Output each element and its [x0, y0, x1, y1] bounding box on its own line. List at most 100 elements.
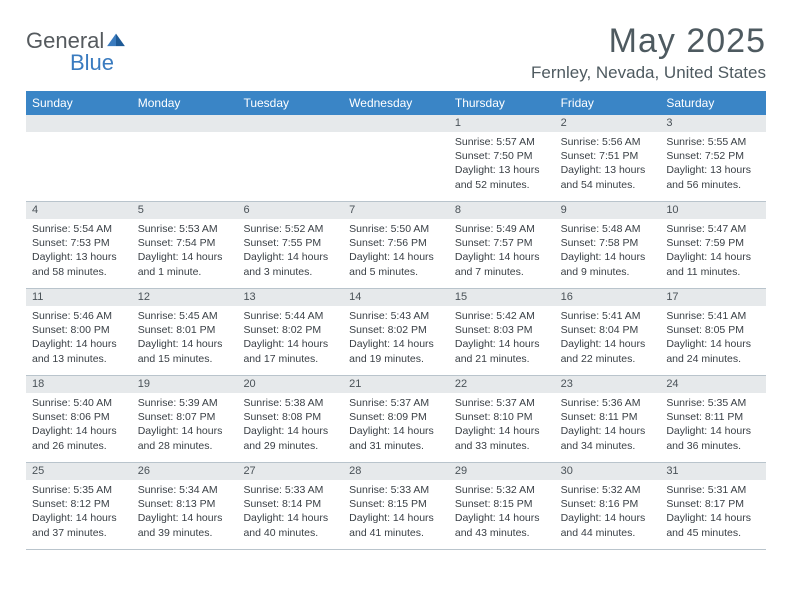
day-cell: 11Sunrise: 5:46 AMSunset: 8:00 PMDayligh… — [26, 289, 132, 375]
daylight-line: Daylight: 14 hours and 40 minutes. — [243, 511, 337, 539]
day-number: 13 — [237, 289, 343, 306]
brand-part2: Blue — [70, 50, 114, 76]
sunrise-line: Sunrise: 5:33 AM — [349, 483, 443, 497]
daylight-line: Daylight: 14 hours and 44 minutes. — [561, 511, 655, 539]
sunset-line: Sunset: 8:05 PM — [666, 323, 760, 337]
week-row: 25Sunrise: 5:35 AMSunset: 8:12 PMDayligh… — [26, 463, 766, 550]
sunset-line: Sunset: 8:11 PM — [666, 410, 760, 424]
sunrise-line: Sunrise: 5:31 AM — [666, 483, 760, 497]
day-number: 22 — [449, 376, 555, 393]
day-cell: 29Sunrise: 5:32 AMSunset: 8:15 PMDayligh… — [449, 463, 555, 549]
day-body: Sunrise: 5:53 AMSunset: 7:54 PMDaylight:… — [132, 219, 238, 283]
day-number: 29 — [449, 463, 555, 480]
daylight-line: Daylight: 14 hours and 21 minutes. — [455, 337, 549, 365]
sunrise-line: Sunrise: 5:49 AM — [455, 222, 549, 236]
day-body: Sunrise: 5:34 AMSunset: 8:13 PMDaylight:… — [132, 480, 238, 544]
day-body: Sunrise: 5:43 AMSunset: 8:02 PMDaylight:… — [343, 306, 449, 370]
day-body: Sunrise: 5:35 AMSunset: 8:11 PMDaylight:… — [660, 393, 766, 457]
sunset-line: Sunset: 7:59 PM — [666, 236, 760, 250]
day-cell — [237, 115, 343, 201]
day-number: 21 — [343, 376, 449, 393]
sunset-line: Sunset: 8:15 PM — [349, 497, 443, 511]
sunset-line: Sunset: 8:12 PM — [32, 497, 126, 511]
day-number: 11 — [26, 289, 132, 306]
sunset-line: Sunset: 8:17 PM — [666, 497, 760, 511]
day-cell: 22Sunrise: 5:37 AMSunset: 8:10 PMDayligh… — [449, 376, 555, 462]
sunrise-line: Sunrise: 5:35 AM — [32, 483, 126, 497]
sunrise-line: Sunrise: 5:43 AM — [349, 309, 443, 323]
day-number: 23 — [555, 376, 661, 393]
day-cell: 24Sunrise: 5:35 AMSunset: 8:11 PMDayligh… — [660, 376, 766, 462]
sunrise-line: Sunrise: 5:38 AM — [243, 396, 337, 410]
daylight-line: Daylight: 14 hours and 1 minute. — [138, 250, 232, 278]
day-body: Sunrise: 5:37 AMSunset: 8:09 PMDaylight:… — [343, 393, 449, 457]
day-cell: 18Sunrise: 5:40 AMSunset: 8:06 PMDayligh… — [26, 376, 132, 462]
day-cell: 30Sunrise: 5:32 AMSunset: 8:16 PMDayligh… — [555, 463, 661, 549]
daylight-line: Daylight: 13 hours and 54 minutes. — [561, 163, 655, 191]
daylight-line: Daylight: 14 hours and 33 minutes. — [455, 424, 549, 452]
sunset-line: Sunset: 7:50 PM — [455, 149, 549, 163]
day-body: Sunrise: 5:33 AMSunset: 8:14 PMDaylight:… — [237, 480, 343, 544]
empty-day-bar — [26, 115, 132, 132]
daylight-line: Daylight: 14 hours and 31 minutes. — [349, 424, 443, 452]
day-body: Sunrise: 5:47 AMSunset: 7:59 PMDaylight:… — [660, 219, 766, 283]
day-cell: 4Sunrise: 5:54 AMSunset: 7:53 PMDaylight… — [26, 202, 132, 288]
day-number: 18 — [26, 376, 132, 393]
daylight-line: Daylight: 14 hours and 3 minutes. — [243, 250, 337, 278]
day-number: 15 — [449, 289, 555, 306]
sunrise-line: Sunrise: 5:56 AM — [561, 135, 655, 149]
sunset-line: Sunset: 8:08 PM — [243, 410, 337, 424]
day-number: 8 — [449, 202, 555, 219]
daylight-line: Daylight: 14 hours and 45 minutes. — [666, 511, 760, 539]
sunset-line: Sunset: 8:04 PM — [561, 323, 655, 337]
sunrise-line: Sunrise: 5:50 AM — [349, 222, 443, 236]
day-cell: 19Sunrise: 5:39 AMSunset: 8:07 PMDayligh… — [132, 376, 238, 462]
sunset-line: Sunset: 8:00 PM — [32, 323, 126, 337]
daylight-line: Daylight: 14 hours and 9 minutes. — [561, 250, 655, 278]
day-body: Sunrise: 5:45 AMSunset: 8:01 PMDaylight:… — [132, 306, 238, 370]
day-number: 20 — [237, 376, 343, 393]
day-body: Sunrise: 5:56 AMSunset: 7:51 PMDaylight:… — [555, 132, 661, 196]
day-number: 5 — [132, 202, 238, 219]
daylight-line: Daylight: 14 hours and 41 minutes. — [349, 511, 443, 539]
sunrise-line: Sunrise: 5:32 AM — [561, 483, 655, 497]
day-cell: 16Sunrise: 5:41 AMSunset: 8:04 PMDayligh… — [555, 289, 661, 375]
week-row: 11Sunrise: 5:46 AMSunset: 8:00 PMDayligh… — [26, 289, 766, 376]
sunrise-line: Sunrise: 5:32 AM — [455, 483, 549, 497]
day-cell: 6Sunrise: 5:52 AMSunset: 7:55 PMDaylight… — [237, 202, 343, 288]
brand-mark-icon — [106, 31, 126, 52]
sunset-line: Sunset: 7:53 PM — [32, 236, 126, 250]
sunrise-line: Sunrise: 5:48 AM — [561, 222, 655, 236]
header: GeneralBlue May 2025 Fernley, Nevada, Un… — [26, 22, 766, 83]
daylight-line: Daylight: 14 hours and 26 minutes. — [32, 424, 126, 452]
day-body: Sunrise: 5:38 AMSunset: 8:08 PMDaylight:… — [237, 393, 343, 457]
day-cell: 26Sunrise: 5:34 AMSunset: 8:13 PMDayligh… — [132, 463, 238, 549]
sunset-line: Sunset: 8:13 PM — [138, 497, 232, 511]
day-number: 2 — [555, 115, 661, 132]
day-cell — [343, 115, 449, 201]
sunrise-line: Sunrise: 5:44 AM — [243, 309, 337, 323]
day-cell: 17Sunrise: 5:41 AMSunset: 8:05 PMDayligh… — [660, 289, 766, 375]
day-body: Sunrise: 5:55 AMSunset: 7:52 PMDaylight:… — [660, 132, 766, 196]
title-block: May 2025 Fernley, Nevada, United States — [531, 22, 766, 83]
calendar: Sunday Monday Tuesday Wednesday Thursday… — [26, 91, 766, 550]
sunset-line: Sunset: 7:51 PM — [561, 149, 655, 163]
sunset-line: Sunset: 7:56 PM — [349, 236, 443, 250]
daylight-line: Daylight: 14 hours and 29 minutes. — [243, 424, 337, 452]
day-body: Sunrise: 5:54 AMSunset: 7:53 PMDaylight:… — [26, 219, 132, 283]
day-body: Sunrise: 5:35 AMSunset: 8:12 PMDaylight:… — [26, 480, 132, 544]
day-number: 27 — [237, 463, 343, 480]
day-number: 16 — [555, 289, 661, 306]
sunrise-line: Sunrise: 5:53 AM — [138, 222, 232, 236]
daylight-line: Daylight: 14 hours and 39 minutes. — [138, 511, 232, 539]
sunset-line: Sunset: 7:52 PM — [666, 149, 760, 163]
daylight-line: Daylight: 14 hours and 11 minutes. — [666, 250, 760, 278]
daylight-line: Daylight: 13 hours and 56 minutes. — [666, 163, 760, 191]
day-body: Sunrise: 5:40 AMSunset: 8:06 PMDaylight:… — [26, 393, 132, 457]
sunset-line: Sunset: 8:07 PM — [138, 410, 232, 424]
week-row: 1Sunrise: 5:57 AMSunset: 7:50 PMDaylight… — [26, 115, 766, 202]
day-cell: 14Sunrise: 5:43 AMSunset: 8:02 PMDayligh… — [343, 289, 449, 375]
day-body: Sunrise: 5:39 AMSunset: 8:07 PMDaylight:… — [132, 393, 238, 457]
day-number: 28 — [343, 463, 449, 480]
day-cell: 9Sunrise: 5:48 AMSunset: 7:58 PMDaylight… — [555, 202, 661, 288]
